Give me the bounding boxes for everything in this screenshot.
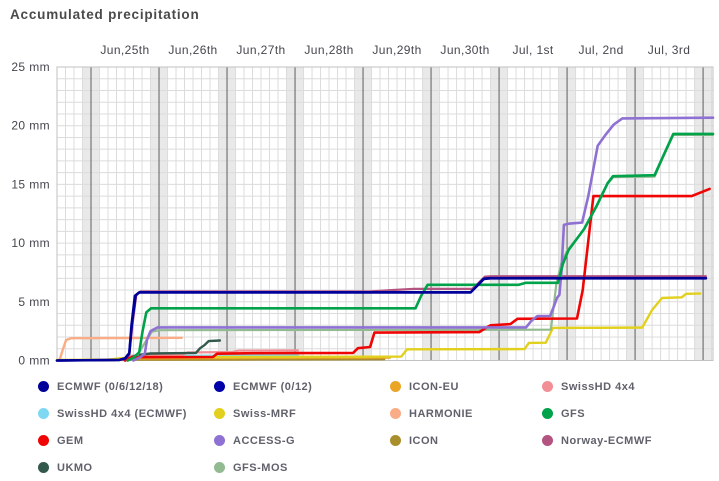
y-axis-label: 25 mm <box>11 60 50 74</box>
legend-color-dot <box>38 435 49 446</box>
legend-item-ecmwf-0-6-12-18-[interactable]: ECMWF (0/6/12/18) <box>38 373 214 400</box>
legend-item-swisshd-4x4[interactable]: SwissHD 4x4 <box>542 373 702 400</box>
legend-label: HARMONIE <box>409 407 473 420</box>
x-axis-label: Jun,26th <box>168 43 217 57</box>
legend-label: ICON <box>409 434 439 447</box>
legend-item-gfs[interactable]: GFS <box>542 400 702 427</box>
legend-color-dot <box>38 408 49 419</box>
y-axis-label: 20 mm <box>11 119 50 133</box>
legend-item-ecmwf-0-12-[interactable]: ECMWF (0/12) <box>214 373 390 400</box>
series-line-access-g <box>132 116 715 362</box>
legend-item-harmonie[interactable]: HARMONIE <box>390 400 542 427</box>
legend-color-dot <box>214 435 225 446</box>
series-line-norway-ecmwf <box>123 275 707 362</box>
series-line-gem <box>123 187 711 362</box>
x-axis-label: Jul, 3rd <box>648 43 691 57</box>
legend-item-icon[interactable]: ICON <box>390 427 542 454</box>
legend-item-norway-ecmwf[interactable]: Norway-ECMWF <box>542 427 702 454</box>
legend-item-ukmo[interactable]: UKMO <box>38 454 214 481</box>
legend-color-dot <box>214 462 225 473</box>
legend-color-dot <box>214 408 225 419</box>
legend-color-dot <box>38 381 49 392</box>
x-axis-label: Jun,28th <box>304 43 353 57</box>
precipitation-chart: Jun,25th Jun,26th Jun,27th Jun,28th Jun,29th… <box>11 43 715 368</box>
legend-item-gem[interactable]: GEM <box>38 427 214 454</box>
legend-color-dot <box>542 381 553 392</box>
legend-label: GFS-MOS <box>233 461 288 474</box>
legend-item-icon-eu[interactable]: ICON-EU <box>390 373 542 400</box>
legend-item-swiss-mrf[interactable]: Swiss-MRF <box>214 400 390 427</box>
y-axis-label: 15 mm <box>11 177 50 191</box>
legend-item-access-g[interactable]: ACCESS-G <box>214 427 390 454</box>
x-axis-label: Jun,25th <box>100 43 149 57</box>
x-axis-label: Jun,29th <box>372 43 421 57</box>
x-axis-label: Jun,30th <box>440 43 489 57</box>
x-axis-label: Jul, 2nd <box>578 43 623 57</box>
legend-label: UKMO <box>57 461 93 474</box>
page-title: Accumulated precipitation <box>10 7 200 22</box>
legend-color-dot <box>542 408 553 419</box>
legend-label: GFS <box>561 407 586 420</box>
legend-item-gfs-mos[interactable]: GFS-MOS <box>214 454 390 481</box>
legend-label: Norway-ECMWF <box>561 434 652 447</box>
y-axis-label: 10 mm <box>11 236 50 250</box>
x-axis-label: Jul, 1st <box>512 43 553 57</box>
legend-color-dot <box>390 435 401 446</box>
legend-color-dot <box>390 381 401 392</box>
series-line-ecmwf-0-6-12-18- <box>55 277 708 362</box>
legend-label: SwissHD 4x4 <box>561 380 635 393</box>
legend-label: ACCESS-G <box>233 434 296 447</box>
legend-label: SwissHD 4x4 (ECMWF) <box>57 407 187 420</box>
legend-label: Swiss-MRF <box>233 407 297 420</box>
x-axis-label: Jun,27th <box>236 43 285 57</box>
legend-color-dot <box>542 435 553 446</box>
y-axis-label: 5 mm <box>18 295 50 309</box>
legend-label: GEM <box>57 434 84 447</box>
legend-color-dot <box>390 408 401 419</box>
legend-item-swisshd-4x4-ecmwf-[interactable]: SwissHD 4x4 (ECMWF) <box>38 400 214 427</box>
legend-label: ECMWF (0/12) <box>233 380 313 393</box>
legend-color-dot <box>38 462 49 473</box>
y-axis-label: 0 mm <box>18 354 50 368</box>
series-line-gfs <box>126 132 715 362</box>
legend-label: ICON-EU <box>409 380 459 393</box>
legend-label: ECMWF (0/6/12/18) <box>57 380 164 393</box>
chart-legend: ECMWF (0/6/12/18) ECMWF (0/12) ICON-EU Swis… <box>38 373 702 481</box>
legend-color-dot <box>214 381 225 392</box>
